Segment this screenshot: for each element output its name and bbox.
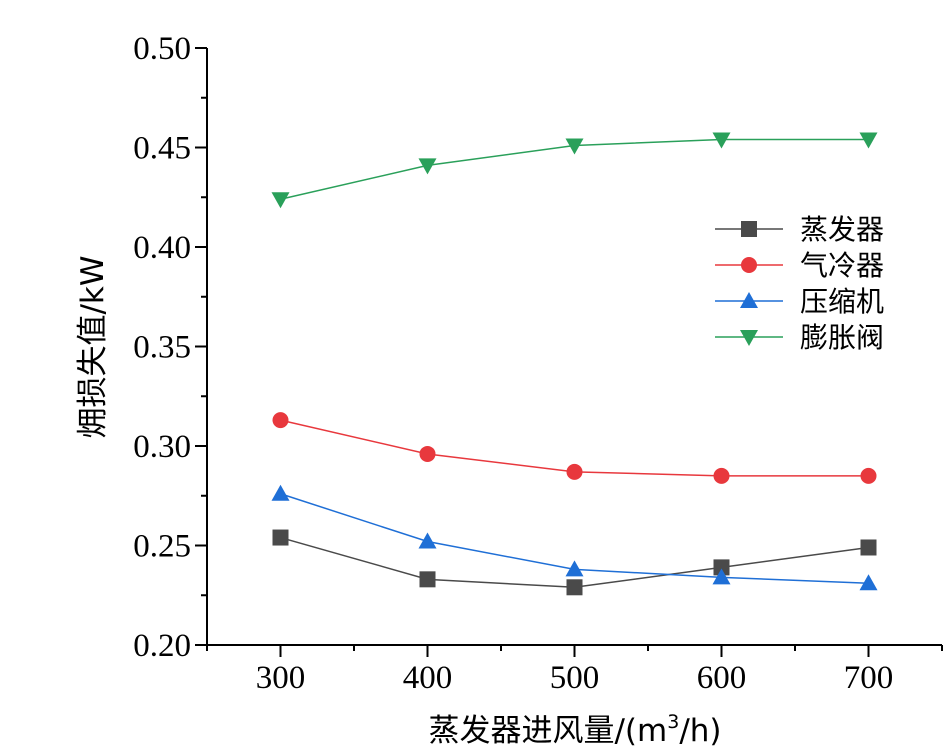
x-tick-label: 300 (256, 660, 306, 696)
x-axis-label: 蒸发器进风量/(m3/h) (428, 711, 721, 749)
x-axis-label-superscript: 3 (667, 711, 679, 733)
series-4 (271, 132, 878, 209)
data-point (271, 192, 290, 209)
x-tick-label: 400 (403, 660, 453, 696)
x-tick-label: 500 (550, 660, 600, 696)
data-point (566, 579, 583, 596)
x-axis-label-tail: /h) (679, 713, 721, 749)
legend-item: 气冷器 (715, 249, 884, 282)
series-3 (271, 484, 878, 591)
legend-item: 蒸发器 (715, 213, 884, 246)
x-tick-label: 600 (697, 660, 747, 696)
legend-marker (741, 221, 757, 237)
legend-label: 气冷器 (800, 249, 884, 282)
data-point (565, 138, 584, 155)
y-tick-label: 0.45 (133, 131, 191, 167)
data-point (712, 132, 731, 149)
data-point (860, 539, 877, 556)
data-point (566, 463, 583, 480)
data-point (860, 467, 877, 484)
data-point (859, 132, 878, 149)
legend-marker (740, 330, 758, 346)
legend-item: 膨胀阀 (715, 321, 884, 354)
data-point (418, 532, 437, 549)
x-tick-label: 700 (844, 660, 894, 696)
y-tick-label: 0.40 (133, 230, 191, 266)
x-axis-label-main: 蒸发器进风量/(m (428, 713, 667, 749)
legend-label: 压缩机 (800, 285, 884, 318)
data-point (419, 445, 436, 462)
series-2 (272, 412, 877, 484)
y-tick-label: 0.20 (133, 628, 191, 664)
legend-item: 压缩机 (715, 285, 884, 318)
data-point (271, 484, 290, 501)
y-axis-label: 㶲损失值/kW (75, 255, 111, 438)
series-layer (271, 132, 878, 596)
y-tick-label: 0.50 (133, 31, 191, 67)
legend-label: 蒸发器 (800, 213, 884, 246)
data-point (859, 574, 878, 591)
data-point (712, 568, 731, 585)
legend-marker (740, 292, 758, 308)
data-point (272, 412, 289, 429)
data-point (713, 467, 730, 484)
data-point (419, 571, 436, 588)
legend-label: 膨胀阀 (800, 321, 884, 354)
data-point (713, 559, 730, 576)
y-tick-label: 0.25 (133, 529, 191, 565)
y-tick-label: 0.30 (133, 429, 191, 465)
series-1 (272, 529, 877, 596)
data-point (272, 529, 289, 546)
legend-marker (741, 257, 757, 273)
data-point (418, 158, 437, 175)
axes: 0.20 0.25 0.30 0.35 0.40 0.45 0.50 300 400 500 600… (133, 31, 943, 696)
y-tick-label: 0.35 (133, 330, 191, 366)
data-point (565, 560, 584, 577)
